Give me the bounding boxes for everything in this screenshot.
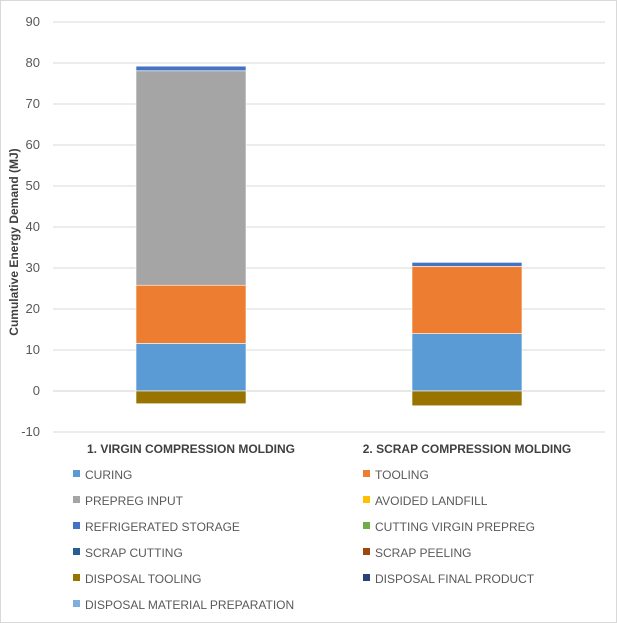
legend-item: PREPREG INPUT: [73, 493, 183, 508]
bar-segment: [411, 261, 523, 263]
legend-item: DISPOSAL FINAL PRODUCT: [363, 571, 534, 586]
bar-segment: [135, 70, 247, 286]
bar-segment: [135, 390, 247, 405]
y-tick-label: 10: [26, 342, 40, 357]
legend-label: DISPOSAL MATERIAL PREPARATION: [85, 597, 295, 612]
legend-label: TOOLING: [375, 467, 429, 482]
legend-swatch: [73, 548, 80, 556]
y-tick-label: 40: [26, 219, 40, 234]
bar-segment: [411, 390, 523, 407]
legend-swatch: [363, 496, 370, 504]
legend-item: DISPOSAL MATERIAL PREPARATION: [73, 597, 294, 612]
legend-label: REFRIGERATED STORAGE: [85, 519, 240, 534]
y-tick-label: 70: [26, 96, 40, 111]
y-tick-label: 50: [26, 178, 40, 193]
legend-item: SCRAP PEELING: [363, 545, 471, 560]
y-tick-label: 20: [26, 301, 40, 316]
legend-swatch: [363, 548, 370, 556]
legend-label: SCRAP CUTTING: [85, 545, 183, 560]
bar-segment: [135, 284, 247, 344]
legend-swatch: [73, 470, 80, 478]
legend-swatch: [363, 574, 370, 582]
legend-label: CUTTING VIRGIN PREPREG: [375, 519, 536, 534]
legend-swatch: [363, 522, 370, 530]
legend-item: REFRIGERATED STORAGE: [73, 519, 240, 534]
y-tick-label: 0: [33, 383, 40, 398]
legend-item: TOOLING: [363, 467, 429, 482]
bar-segment: [411, 261, 523, 267]
legend-label: CURING: [85, 467, 133, 482]
legend-label: DISPOSAL TOOLING: [85, 571, 202, 586]
bar-segment: [411, 333, 523, 392]
legend-item: SCRAP CUTTING: [73, 545, 183, 560]
legend-item: CUTTING VIRGIN PREPREG: [363, 519, 535, 534]
legend-swatch: [363, 470, 370, 478]
chart-plot: -10 0 10 20 30 40 50 60 70 80 90 1. VIRGIN COMPRES…: [7, 14, 605, 456]
bar-segment: [135, 65, 247, 72]
legend-label: DISPOSAL FINAL PRODUCT: [375, 571, 535, 586]
y-tick-label: 60: [26, 137, 40, 152]
legend-swatch: [73, 600, 80, 608]
legend-label: PREPREG INPUT: [85, 493, 184, 508]
legend-item: CURING: [73, 467, 132, 482]
y-tick-label: 90: [26, 14, 40, 29]
legend-swatch: [73, 574, 80, 582]
legend-item: AVOIDED LANDFILL: [363, 493, 487, 508]
y-tick-label: -10: [21, 424, 40, 439]
legend-label: SCRAP PEELING: [375, 545, 472, 560]
legend-item: DISPOSAL TOOLING: [73, 571, 201, 586]
x-category-label: 1. VIRGIN COMPRESSION MOLDING: [87, 442, 295, 456]
bar-segment: [135, 343, 247, 392]
legend-label: AVOIDED LANDFILL: [375, 493, 488, 508]
x-category-label: 2. SCRAP COMPRESSION MOLDING: [363, 442, 571, 456]
legend-swatch: [73, 496, 80, 504]
y-axis-label: Cumulative Energy Demand (MJ): [7, 148, 21, 335]
bar-segment: [135, 65, 247, 67]
bar-segment: [411, 266, 523, 334]
y-tick-label: 80: [26, 55, 40, 70]
y-tick-label: 30: [26, 260, 40, 275]
legend-swatch: [73, 522, 80, 530]
